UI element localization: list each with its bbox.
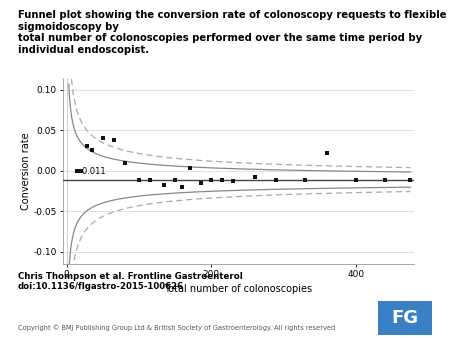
Point	[99, 136, 106, 141]
Point	[135, 177, 143, 182]
Point	[208, 177, 215, 182]
Point	[110, 137, 117, 143]
Text: Chris Thompson et al. Frontline Gastroenterol
doi:10.1136/flgastro-2015-100626: Chris Thompson et al. Frontline Gastroen…	[18, 272, 243, 291]
Point	[230, 178, 237, 184]
Point	[273, 177, 280, 182]
Point	[186, 166, 193, 171]
Point	[382, 177, 389, 182]
X-axis label: Total number of colonoscopies: Total number of colonoscopies	[164, 285, 313, 294]
Point	[171, 177, 179, 182]
Point	[121, 160, 128, 165]
Point	[219, 177, 226, 182]
Y-axis label: Conversion rate: Conversion rate	[21, 132, 31, 210]
Point	[407, 177, 414, 182]
Text: Copyright © BMJ Publishing Group Ltd & British Society of Gastroenterology. All : Copyright © BMJ Publishing Group Ltd & B…	[18, 324, 335, 331]
Point	[179, 184, 186, 190]
Point	[74, 168, 81, 173]
Point	[302, 177, 309, 182]
Point	[146, 177, 153, 182]
Text: Funnel plot showing the conversion rate of colonoscopy requests to flexible sigm: Funnel plot showing the conversion rate …	[18, 10, 446, 55]
Point	[324, 150, 331, 155]
Point	[161, 183, 168, 188]
Point	[88, 148, 95, 153]
Text: ~0.011: ~0.011	[75, 167, 106, 176]
Point	[251, 174, 258, 180]
Point	[83, 144, 90, 149]
Text: FG: FG	[392, 309, 418, 327]
Point	[77, 168, 85, 173]
Point	[197, 180, 204, 186]
Point	[352, 177, 360, 182]
